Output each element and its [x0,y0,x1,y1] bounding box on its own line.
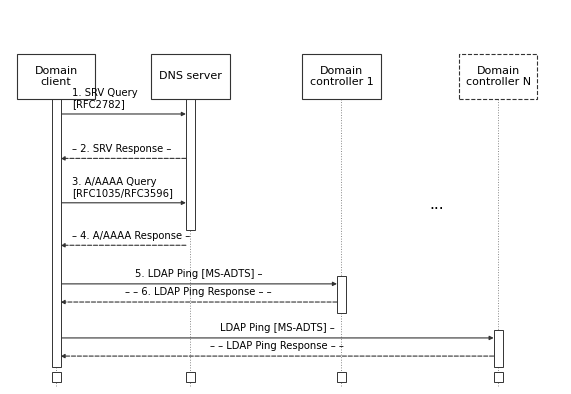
FancyBboxPatch shape [494,330,502,367]
Text: – 2. SRV Response –: – 2. SRV Response – [72,144,171,154]
FancyBboxPatch shape [459,54,537,98]
Text: 1. SRV Query
[RFC2782]: 1. SRV Query [RFC2782] [72,88,138,110]
Text: Domain
client: Domain client [34,65,78,87]
FancyBboxPatch shape [51,85,61,367]
Text: 3. A/AAAA Query
[RFC1035/RFC3596]: 3. A/AAAA Query [RFC1035/RFC3596] [72,177,172,198]
Text: Domain
controller 1: Domain controller 1 [309,65,373,87]
Text: – 4. A/AAAA Response –: – 4. A/AAAA Response – [72,230,190,241]
Text: LDAP Ping [MS-ADTS] –: LDAP Ping [MS-ADTS] – [220,323,335,333]
FancyBboxPatch shape [494,372,502,382]
Text: Domain
controller N: Domain controller N [465,65,530,87]
FancyBboxPatch shape [302,54,381,98]
FancyBboxPatch shape [337,372,346,382]
FancyBboxPatch shape [186,85,195,230]
FancyBboxPatch shape [17,54,95,98]
Text: – – LDAP Ping Response – –: – – LDAP Ping Response – – [210,342,344,351]
Text: ...: ... [429,197,444,212]
Text: DNS server: DNS server [159,71,222,81]
Text: 5. LDAP Ping [MS-ADTS] –: 5. LDAP Ping [MS-ADTS] – [135,269,263,279]
Text: – – 6. LDAP Ping Response – –: – – 6. LDAP Ping Response – – [126,287,272,297]
FancyBboxPatch shape [151,54,230,98]
FancyBboxPatch shape [186,372,195,382]
FancyBboxPatch shape [51,372,61,382]
FancyBboxPatch shape [337,276,346,313]
